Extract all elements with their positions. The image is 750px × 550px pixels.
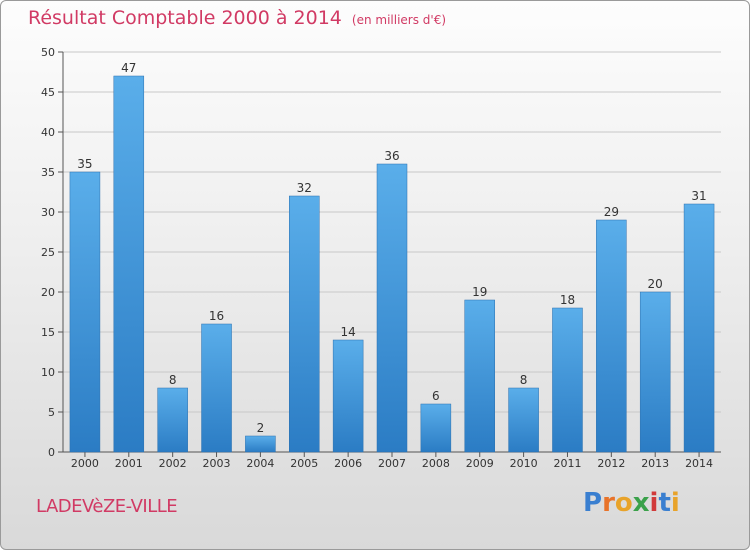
data-label: 8 — [169, 373, 177, 387]
bar-2000 — [69, 171, 101, 453]
data-label: 19 — [472, 285, 487, 299]
logo-letter: P — [583, 488, 603, 518]
y-tick-label: 10 — [41, 366, 55, 379]
y-tick-label: 45 — [41, 86, 55, 99]
title-text: Résultat Comptable 2000 à 2014 — [28, 7, 342, 29]
x-tick-label: 2004 — [246, 457, 274, 470]
x-tick-label: 2007 — [378, 457, 406, 470]
bar-2005 — [289, 195, 320, 453]
bars — [69, 75, 715, 453]
bar-2013 — [639, 291, 671, 453]
bar-2014 — [683, 203, 715, 453]
title-unit: (en milliers d'€) — [351, 13, 447, 27]
data-label: 2 — [257, 421, 265, 435]
data-label: 8 — [520, 373, 528, 387]
bar-2009 — [464, 299, 495, 453]
bar-2010 — [508, 387, 539, 453]
logo-letter: i — [649, 488, 659, 518]
data-label: 36 — [384, 149, 399, 163]
y-tick-label: 35 — [41, 166, 55, 179]
bar-2003 — [201, 323, 232, 453]
logo-letter: r — [602, 488, 615, 518]
commune-name: LADEVèZE-VILLE — [36, 496, 178, 517]
y-tick-label: 0 — [48, 446, 55, 459]
y-tick-label: 40 — [41, 126, 55, 139]
y-tick-label: 30 — [41, 206, 55, 219]
bar-2006 — [332, 339, 364, 453]
data-label: 29 — [604, 205, 619, 219]
bar-2008 — [420, 403, 452, 453]
y-tick-label: 25 — [41, 246, 55, 259]
labels: 0 5 10 15 20 25 30 35 40 45 50 35 2000 47 2001 8 2002 16 2… — [41, 46, 713, 470]
x-tick-label: 2011 — [553, 457, 581, 470]
data-label: 31 — [691, 189, 706, 203]
proxiti-logo: Proxiti — [583, 488, 680, 518]
x-tick-label: 2005 — [290, 457, 318, 470]
bar-2004 — [245, 435, 276, 453]
data-label: 20 — [648, 277, 663, 291]
x-tick-label: 2006 — [334, 457, 362, 470]
data-label: 47 — [121, 61, 136, 75]
y-tick-label: 20 — [41, 286, 55, 299]
x-tick-label: 2002 — [159, 457, 187, 470]
bar-2012 — [596, 219, 627, 453]
logo-letter: t — [658, 488, 671, 518]
data-label: 14 — [340, 325, 355, 339]
x-tick-label: 2010 — [510, 457, 538, 470]
data-label: 6 — [432, 389, 440, 403]
x-tick-label: 2001 — [115, 457, 143, 470]
bar-2007 — [376, 163, 408, 453]
bar-2002 — [157, 387, 188, 453]
x-tick-label: 2003 — [203, 457, 231, 470]
data-label: 35 — [77, 157, 92, 171]
logo-letter: x — [632, 488, 650, 518]
x-tick-label: 2013 — [641, 457, 669, 470]
x-tick-label: 2012 — [597, 457, 625, 470]
logo-letter: i — [670, 488, 680, 518]
x-tick-label: 2014 — [685, 457, 713, 470]
y-tick-label: 5 — [48, 406, 55, 419]
data-label: 16 — [209, 309, 224, 323]
data-label: 18 — [560, 293, 575, 307]
x-tick-label: 2000 — [71, 457, 99, 470]
x-tick-label: 2008 — [422, 457, 450, 470]
bar-2011 — [552, 307, 583, 453]
logo-letter: o — [614, 488, 633, 518]
data-label: 32 — [297, 181, 312, 195]
bar-2001 — [113, 75, 145, 453]
chart-title: Résultat Comptable 2000 à 2014 (en millie… — [28, 7, 446, 29]
y-tick-label: 15 — [41, 326, 55, 339]
x-tick-label: 2009 — [466, 457, 494, 470]
y-tick-label: 50 — [41, 46, 55, 59]
